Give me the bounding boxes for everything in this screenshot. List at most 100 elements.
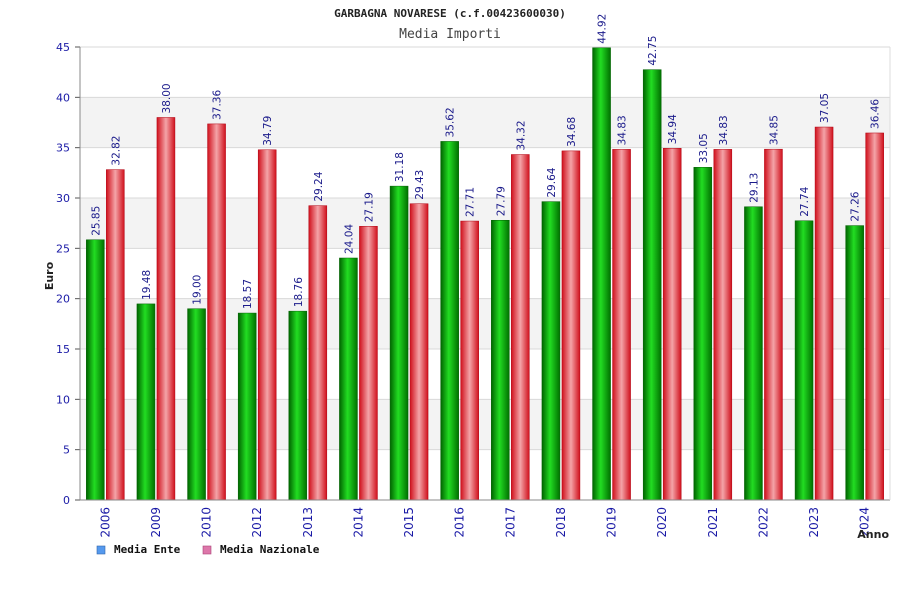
bars [86, 47, 884, 501]
data-label-media-nazionale-2015: 29.43 [414, 170, 426, 200]
bar-media-ente-2017 [491, 219, 510, 501]
x-tick-label-2018: 2018 [554, 507, 568, 538]
axes [79, 47, 891, 501]
bar-media-ente-2022 [744, 206, 763, 501]
y-tick-labels: 0 5 10 15 20 25 30 35 40 45 [56, 41, 70, 507]
data-label-media-nazionale-2010: 37.36 [212, 90, 224, 120]
y-tick-label: 15 [56, 343, 70, 356]
chart-title: GARBAGNA NOVARESE (c.f.00423600030) [334, 7, 566, 20]
x-tick-label-2012: 2012 [250, 507, 264, 538]
legend-label-media-nazionale: Media Nazionale [220, 543, 320, 556]
y-tick-label: 45 [56, 41, 70, 54]
legend-swatch-media-ente [96, 545, 106, 555]
x-tick-labels: 2006 2009 2010 2012 2013 2014 2015 2016 2017 2018… [98, 507, 871, 538]
bar-media-nazionale-2006 [106, 169, 125, 501]
data-label-media-ente-2021: 33.05 [698, 133, 710, 163]
bar-media-ente-2016 [440, 141, 459, 501]
data-label-media-ente-2012: 18.57 [242, 279, 254, 309]
bar-media-ente-2014 [339, 257, 358, 501]
data-label-media-nazionale-2016: 27.71 [465, 187, 477, 217]
bar-media-ente-2023 [794, 220, 814, 501]
data-label-media-ente-2010: 19.00 [192, 275, 204, 305]
bar-media-nazionale-2013 [308, 205, 328, 501]
bar-media-nazionale-2015 [409, 203, 429, 501]
bar-media-nazionale-2020 [662, 148, 682, 501]
y-tick-label: 35 [56, 142, 70, 155]
bar-media-nazionale-2024 [865, 132, 884, 501]
data-label-media-ente-2024: 27.26 [850, 191, 862, 221]
data-label-media-ente-2015: 31.18 [394, 152, 406, 182]
x-axis-label: Anno [857, 528, 889, 541]
y-tick-label: 30 [56, 192, 70, 205]
bar-media-nazionale-2012 [257, 149, 277, 501]
y-tick-label: 0 [63, 494, 70, 507]
bar-media-nazionale-2023 [814, 126, 834, 501]
bar-media-ente-2012 [237, 312, 257, 501]
x-tick-label-2013: 2013 [301, 507, 315, 538]
data-label-media-ente-2020: 42.75 [647, 36, 659, 66]
y-tick-label: 40 [56, 91, 70, 104]
data-label-media-ente-2018: 29.64 [546, 167, 558, 197]
x-tick-label-2019: 2019 [605, 507, 619, 538]
x-tick-label-2014: 2014 [351, 507, 365, 538]
chart-subtitle: Media Importi [399, 27, 501, 42]
data-label-media-nazionale-2019: 34.83 [617, 115, 629, 145]
data-label-media-nazionale-2013: 29.24 [313, 171, 325, 201]
x-tick-label-2015: 2015 [402, 507, 416, 538]
y-tick-label: 25 [56, 242, 70, 255]
data-label-media-nazionale-2020: 34.94 [667, 114, 679, 144]
bar-media-ente-2015 [389, 185, 409, 501]
x-tick-label-2023: 2023 [807, 507, 821, 538]
bar-media-ente-2010 [187, 308, 206, 501]
bar-media-ente-2021 [693, 167, 713, 501]
legend: Media Ente Media Nazionale [96, 543, 320, 556]
bar-media-nazionale-2016 [460, 220, 479, 501]
bar-media-ente-2009 [136, 303, 156, 501]
data-label-media-nazionale-2017: 34.32 [515, 120, 527, 150]
data-label-media-nazionale-2021: 34.83 [718, 115, 730, 145]
bar-media-nazionale-2009 [156, 117, 176, 501]
x-tick-label-2020: 2020 [655, 507, 669, 538]
bar-media-nazionale-2021 [713, 149, 733, 501]
y-tick-label: 10 [56, 393, 70, 406]
bar-media-nazionale-2019 [612, 149, 631, 501]
data-label-media-ente-2019: 44.92 [597, 14, 609, 44]
data-label-media-nazionale-2018: 34.68 [566, 117, 578, 147]
y-axis-label: Euro [43, 261, 56, 290]
x-tick-label-2009: 2009 [149, 507, 163, 538]
bar-media-nazionale-2014 [359, 226, 378, 501]
x-tick-label-2021: 2021 [706, 507, 720, 538]
data-label-media-ente-2017: 27.79 [495, 186, 507, 216]
legend-swatch-media-nazionale [202, 545, 212, 555]
x-tick-label-2022: 2022 [756, 507, 770, 538]
data-label-media-nazionale-2022: 34.85 [768, 115, 780, 145]
x-tick-label-2006: 2006 [98, 507, 112, 538]
bar-media-ente-2013 [288, 310, 308, 501]
bar-media-nazionale-2010 [207, 123, 226, 501]
x-tick-label-2017: 2017 [503, 507, 517, 538]
data-label-media-ente-2006: 25.85 [90, 206, 102, 236]
bar-media-ente-2020 [642, 69, 662, 501]
data-label-media-nazionale-2024: 36.46 [870, 99, 882, 129]
bar-media-ente-2024 [845, 225, 864, 501]
data-label-media-nazionale-2009: 38.00 [161, 83, 173, 113]
data-label-media-ente-2022: 29.13 [748, 173, 760, 203]
bar-media-nazionale-2017 [511, 154, 530, 501]
bar-media-nazionale-2022 [764, 148, 783, 501]
x-tick-label-2016: 2016 [453, 507, 467, 538]
data-label-media-nazionale-2006: 32.82 [110, 136, 122, 166]
x-tick-label-2010: 2010 [200, 507, 214, 538]
legend-label-media-ente: Media Ente [114, 543, 181, 556]
data-label-media-ente-2014: 24.04 [343, 224, 355, 254]
y-tick-label: 5 [63, 444, 70, 457]
data-label-media-nazionale-2012: 34.79 [262, 116, 274, 146]
data-label-media-ente-2016: 35.62 [445, 107, 457, 137]
bar-media-nazionale-2018 [561, 150, 581, 501]
data-label-media-nazionale-2023: 37.05 [819, 93, 831, 123]
bar-media-ente-2019 [592, 47, 611, 501]
bar-media-ente-2006 [86, 239, 105, 501]
bar-media-ente-2018 [541, 201, 561, 501]
data-label-media-ente-2013: 18.76 [293, 277, 305, 307]
x-tick-label-2024: 2024 [858, 507, 872, 538]
